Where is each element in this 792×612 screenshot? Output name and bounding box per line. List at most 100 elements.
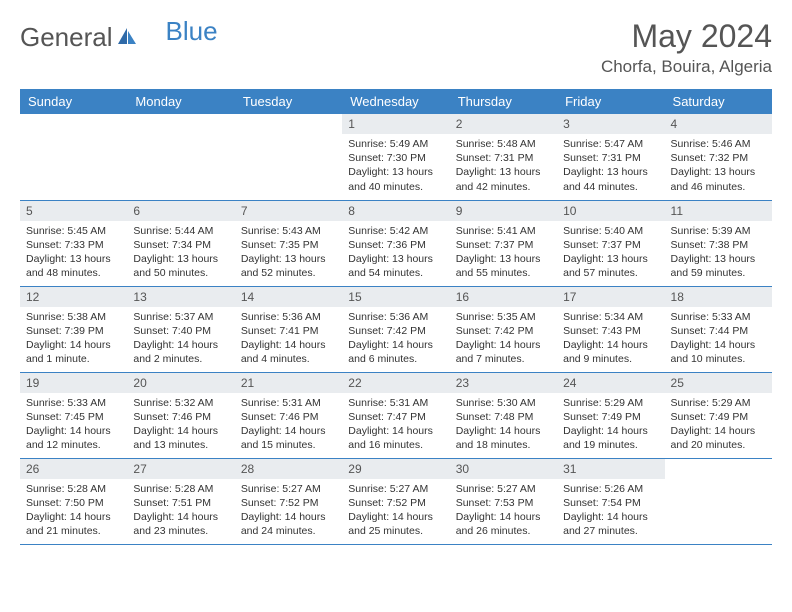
- day-number: 27: [127, 459, 234, 479]
- day-number: 21: [235, 373, 342, 393]
- day-number: 26: [20, 459, 127, 479]
- day-detail: Sunrise: 5:39 AMSunset: 7:38 PMDaylight:…: [665, 221, 772, 285]
- sail-icon: [116, 22, 138, 53]
- calendar-day-cell: 31Sunrise: 5:26 AMSunset: 7:54 PMDayligh…: [557, 458, 664, 544]
- day-number: 2: [450, 114, 557, 134]
- calendar-day-cell: 15Sunrise: 5:36 AMSunset: 7:42 PMDayligh…: [342, 286, 449, 372]
- month-title: May 2024: [601, 18, 772, 55]
- day-detail: Sunrise: 5:34 AMSunset: 7:43 PMDaylight:…: [557, 307, 664, 371]
- day-number: 14: [235, 287, 342, 307]
- calendar-day-cell: 13Sunrise: 5:37 AMSunset: 7:40 PMDayligh…: [127, 286, 234, 372]
- page-header: General Blue May 2024 Chorfa, Bouira, Al…: [20, 18, 772, 77]
- calendar-week-row: 12Sunrise: 5:38 AMSunset: 7:39 PMDayligh…: [20, 286, 772, 372]
- calendar-table: SundayMondayTuesdayWednesdayThursdayFrid…: [20, 89, 772, 545]
- calendar-week-row: 19Sunrise: 5:33 AMSunset: 7:45 PMDayligh…: [20, 372, 772, 458]
- day-detail: Sunrise: 5:31 AMSunset: 7:46 PMDaylight:…: [235, 393, 342, 457]
- day-number: 18: [665, 287, 772, 307]
- day-number: 13: [127, 287, 234, 307]
- day-number: 17: [557, 287, 664, 307]
- day-number: 1: [342, 114, 449, 134]
- calendar-day-cell: [235, 114, 342, 200]
- calendar-day-cell: 9Sunrise: 5:41 AMSunset: 7:37 PMDaylight…: [450, 200, 557, 286]
- day-detail: Sunrise: 5:45 AMSunset: 7:33 PMDaylight:…: [20, 221, 127, 285]
- day-number: 11: [665, 201, 772, 221]
- calendar-body: 1Sunrise: 5:49 AMSunset: 7:30 PMDaylight…: [20, 114, 772, 544]
- calendar-day-cell: 4Sunrise: 5:46 AMSunset: 7:32 PMDaylight…: [665, 114, 772, 200]
- calendar-day-cell: 11Sunrise: 5:39 AMSunset: 7:38 PMDayligh…: [665, 200, 772, 286]
- day-number: 16: [450, 287, 557, 307]
- calendar-day-cell: 27Sunrise: 5:28 AMSunset: 7:51 PMDayligh…: [127, 458, 234, 544]
- day-detail: Sunrise: 5:46 AMSunset: 7:32 PMDaylight:…: [665, 134, 772, 198]
- day-detail: Sunrise: 5:28 AMSunset: 7:50 PMDaylight:…: [20, 479, 127, 543]
- calendar-day-cell: 20Sunrise: 5:32 AMSunset: 7:46 PMDayligh…: [127, 372, 234, 458]
- calendar-week-row: 5Sunrise: 5:45 AMSunset: 7:33 PMDaylight…: [20, 200, 772, 286]
- day-number: 28: [235, 459, 342, 479]
- calendar-day-cell: 28Sunrise: 5:27 AMSunset: 7:52 PMDayligh…: [235, 458, 342, 544]
- day-detail: Sunrise: 5:27 AMSunset: 7:52 PMDaylight:…: [342, 479, 449, 543]
- calendar-day-cell: 24Sunrise: 5:29 AMSunset: 7:49 PMDayligh…: [557, 372, 664, 458]
- day-detail: Sunrise: 5:40 AMSunset: 7:37 PMDaylight:…: [557, 221, 664, 285]
- calendar-day-cell: 16Sunrise: 5:35 AMSunset: 7:42 PMDayligh…: [450, 286, 557, 372]
- day-detail: Sunrise: 5:37 AMSunset: 7:40 PMDaylight:…: [127, 307, 234, 371]
- day-number: 6: [127, 201, 234, 221]
- day-number: 19: [20, 373, 127, 393]
- day-detail: Sunrise: 5:38 AMSunset: 7:39 PMDaylight:…: [20, 307, 127, 371]
- day-number: 22: [342, 373, 449, 393]
- day-detail: Sunrise: 5:36 AMSunset: 7:42 PMDaylight:…: [342, 307, 449, 371]
- day-detail: Sunrise: 5:29 AMSunset: 7:49 PMDaylight:…: [557, 393, 664, 457]
- calendar-day-cell: 29Sunrise: 5:27 AMSunset: 7:52 PMDayligh…: [342, 458, 449, 544]
- location: Chorfa, Bouira, Algeria: [601, 57, 772, 77]
- day-detail: Sunrise: 5:43 AMSunset: 7:35 PMDaylight:…: [235, 221, 342, 285]
- calendar-day-cell: 7Sunrise: 5:43 AMSunset: 7:35 PMDaylight…: [235, 200, 342, 286]
- day-detail: Sunrise: 5:42 AMSunset: 7:36 PMDaylight:…: [342, 221, 449, 285]
- calendar-day-cell: [20, 114, 127, 200]
- day-number: 7: [235, 201, 342, 221]
- calendar-day-cell: 21Sunrise: 5:31 AMSunset: 7:46 PMDayligh…: [235, 372, 342, 458]
- weekday-header-row: SundayMondayTuesdayWednesdayThursdayFrid…: [20, 89, 772, 114]
- day-detail: Sunrise: 5:32 AMSunset: 7:46 PMDaylight:…: [127, 393, 234, 457]
- calendar-day-cell: [665, 458, 772, 544]
- calendar-day-cell: 10Sunrise: 5:40 AMSunset: 7:37 PMDayligh…: [557, 200, 664, 286]
- calendar-day-cell: 2Sunrise: 5:48 AMSunset: 7:31 PMDaylight…: [450, 114, 557, 200]
- calendar-day-cell: 5Sunrise: 5:45 AMSunset: 7:33 PMDaylight…: [20, 200, 127, 286]
- calendar-day-cell: 6Sunrise: 5:44 AMSunset: 7:34 PMDaylight…: [127, 200, 234, 286]
- day-detail: Sunrise: 5:49 AMSunset: 7:30 PMDaylight:…: [342, 134, 449, 198]
- day-number: 20: [127, 373, 234, 393]
- day-detail: Sunrise: 5:30 AMSunset: 7:48 PMDaylight:…: [450, 393, 557, 457]
- day-number: 31: [557, 459, 664, 479]
- calendar-day-cell: 26Sunrise: 5:28 AMSunset: 7:50 PMDayligh…: [20, 458, 127, 544]
- weekday-header: Tuesday: [235, 89, 342, 114]
- calendar-day-cell: 17Sunrise: 5:34 AMSunset: 7:43 PMDayligh…: [557, 286, 664, 372]
- day-detail: Sunrise: 5:44 AMSunset: 7:34 PMDaylight:…: [127, 221, 234, 285]
- calendar-day-cell: 1Sunrise: 5:49 AMSunset: 7:30 PMDaylight…: [342, 114, 449, 200]
- calendar-day-cell: [127, 114, 234, 200]
- day-detail: Sunrise: 5:41 AMSunset: 7:37 PMDaylight:…: [450, 221, 557, 285]
- calendar-day-cell: 22Sunrise: 5:31 AMSunset: 7:47 PMDayligh…: [342, 372, 449, 458]
- day-number: 5: [20, 201, 127, 221]
- day-detail: Sunrise: 5:47 AMSunset: 7:31 PMDaylight:…: [557, 134, 664, 198]
- calendar-day-cell: 23Sunrise: 5:30 AMSunset: 7:48 PMDayligh…: [450, 372, 557, 458]
- day-number: 8: [342, 201, 449, 221]
- weekday-header: Wednesday: [342, 89, 449, 114]
- day-number: 15: [342, 287, 449, 307]
- weekday-header: Sunday: [20, 89, 127, 114]
- day-detail: Sunrise: 5:31 AMSunset: 7:47 PMDaylight:…: [342, 393, 449, 457]
- calendar-week-row: 26Sunrise: 5:28 AMSunset: 7:50 PMDayligh…: [20, 458, 772, 544]
- day-number: 30: [450, 459, 557, 479]
- calendar-day-cell: 12Sunrise: 5:38 AMSunset: 7:39 PMDayligh…: [20, 286, 127, 372]
- logo: General Blue: [20, 18, 218, 53]
- calendar-day-cell: 25Sunrise: 5:29 AMSunset: 7:49 PMDayligh…: [665, 372, 772, 458]
- calendar-day-cell: 8Sunrise: 5:42 AMSunset: 7:36 PMDaylight…: [342, 200, 449, 286]
- day-detail: Sunrise: 5:33 AMSunset: 7:45 PMDaylight:…: [20, 393, 127, 457]
- day-number: 24: [557, 373, 664, 393]
- day-number: 3: [557, 114, 664, 134]
- day-number: 4: [665, 114, 772, 134]
- calendar-week-row: 1Sunrise: 5:49 AMSunset: 7:30 PMDaylight…: [20, 114, 772, 200]
- day-detail: Sunrise: 5:35 AMSunset: 7:42 PMDaylight:…: [450, 307, 557, 371]
- day-detail: Sunrise: 5:29 AMSunset: 7:49 PMDaylight:…: [665, 393, 772, 457]
- logo-text-1: General: [20, 22, 113, 53]
- weekday-header: Friday: [557, 89, 664, 114]
- day-detail: Sunrise: 5:27 AMSunset: 7:53 PMDaylight:…: [450, 479, 557, 543]
- day-detail: Sunrise: 5:48 AMSunset: 7:31 PMDaylight:…: [450, 134, 557, 198]
- day-detail: Sunrise: 5:33 AMSunset: 7:44 PMDaylight:…: [665, 307, 772, 371]
